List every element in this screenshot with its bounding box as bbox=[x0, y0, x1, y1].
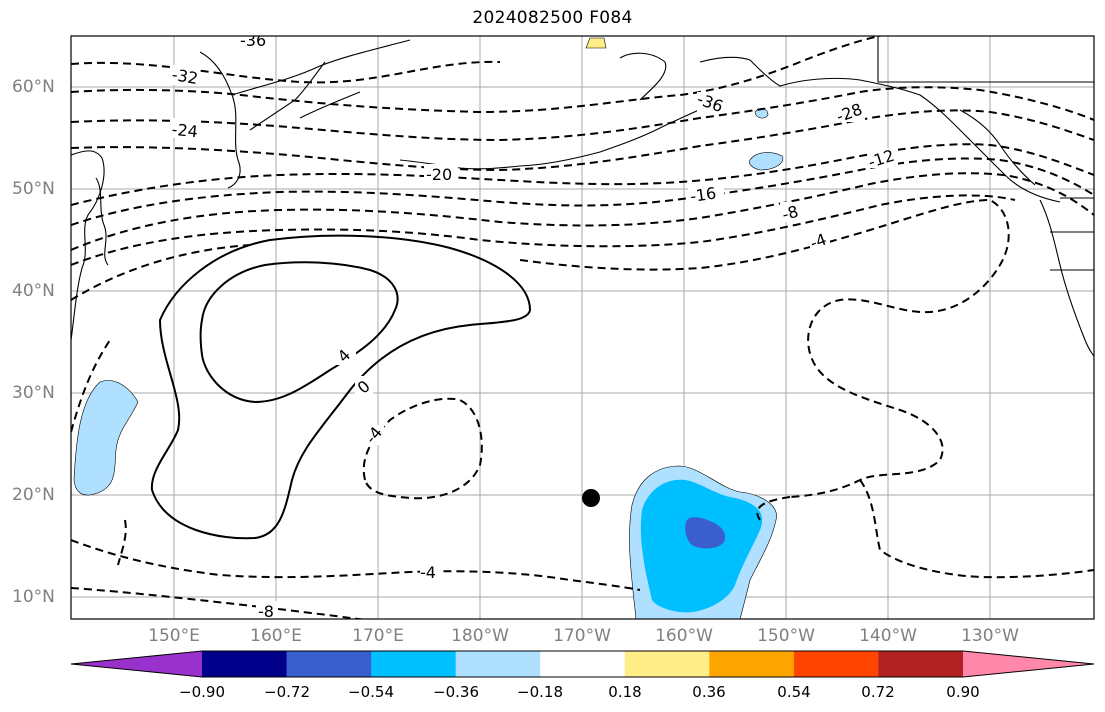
lat-label-60n: 60°N bbox=[12, 77, 55, 97]
gridlines bbox=[71, 36, 1094, 619]
map-title: 2024082500 F084 bbox=[472, 8, 633, 28]
colorbar-extend-low bbox=[71, 651, 202, 677]
lat-label-40n: 40°N bbox=[12, 281, 55, 301]
colorbar-segment bbox=[793, 651, 879, 677]
lon-label-170w: 170°W bbox=[553, 626, 611, 646]
colorbar bbox=[71, 651, 1094, 677]
lat-label-50n: 50°N bbox=[12, 179, 55, 199]
anomaly-shading bbox=[73, 37, 784, 619]
contour-label: -20 bbox=[426, 165, 452, 184]
colorbar-segment bbox=[202, 651, 288, 677]
contour-label: -24 bbox=[171, 120, 199, 142]
colorbar-segment bbox=[286, 651, 372, 677]
lat-label-10n: 10°N bbox=[12, 587, 55, 607]
colorbar-segment bbox=[878, 651, 964, 677]
colorbar-segment bbox=[709, 651, 795, 677]
map-frame bbox=[70, 35, 1095, 620]
colorbar-tick: 0.54 bbox=[777, 683, 811, 701]
lon-label-150e: 150°E bbox=[148, 626, 200, 646]
shade-hawaii-dark-blue bbox=[685, 517, 726, 549]
lon-label-130w: 130°W bbox=[961, 626, 1019, 646]
colorbar-tick: 0.36 bbox=[692, 683, 726, 701]
contour-labels: -36 -32 -28 -24 -20 -16 -12 -8 -4 4 0 -4… bbox=[170, 31, 898, 621]
colorbar-segment bbox=[540, 651, 626, 677]
lon-label-160w: 160°W bbox=[655, 626, 713, 646]
colorbar-segment bbox=[455, 651, 541, 677]
shade-west-light-blue bbox=[73, 380, 139, 496]
lat-label-30n: 30°N bbox=[12, 383, 55, 403]
lon-label-150w: 150°W bbox=[757, 626, 815, 646]
contour-label: -4 bbox=[808, 230, 829, 253]
colorbar-tick: 0.18 bbox=[608, 683, 642, 701]
lat-label-20n: 20°N bbox=[12, 485, 55, 505]
colorbar-tick: −0.90 bbox=[179, 683, 225, 701]
shade-alaska-blue bbox=[749, 152, 784, 171]
colorbar-tick: −0.36 bbox=[433, 683, 479, 701]
storm-position-marker bbox=[582, 489, 600, 507]
colorbar-outline bbox=[70, 650, 1095, 678]
colorbar-tick: 0.90 bbox=[946, 683, 980, 701]
lon-label-160e: 160°E bbox=[250, 626, 302, 646]
colorbar-tick: 0.72 bbox=[861, 683, 895, 701]
contour-label: -8 bbox=[780, 202, 800, 224]
contour-label: -8 bbox=[258, 602, 274, 621]
colorbar-segment bbox=[624, 651, 710, 677]
contour-label: -16 bbox=[689, 184, 718, 206]
colorbar-segment bbox=[371, 651, 457, 677]
contour-label: -32 bbox=[170, 65, 199, 88]
lon-label-180w: 180°W bbox=[451, 626, 509, 646]
colorbar-extend-high bbox=[963, 651, 1094, 677]
colorbar-tick: −0.18 bbox=[517, 683, 563, 701]
lon-label-140w: 140°W bbox=[859, 626, 917, 646]
colorbar-tick: −0.54 bbox=[348, 683, 394, 701]
shade-north-yellow bbox=[585, 37, 607, 49]
contour-label: -36 bbox=[240, 31, 266, 50]
lon-label-170e: 170°E bbox=[352, 626, 404, 646]
colorbar-tick: −0.72 bbox=[264, 683, 310, 701]
contour-label: -4 bbox=[420, 563, 436, 582]
coastlines bbox=[71, 36, 1094, 357]
